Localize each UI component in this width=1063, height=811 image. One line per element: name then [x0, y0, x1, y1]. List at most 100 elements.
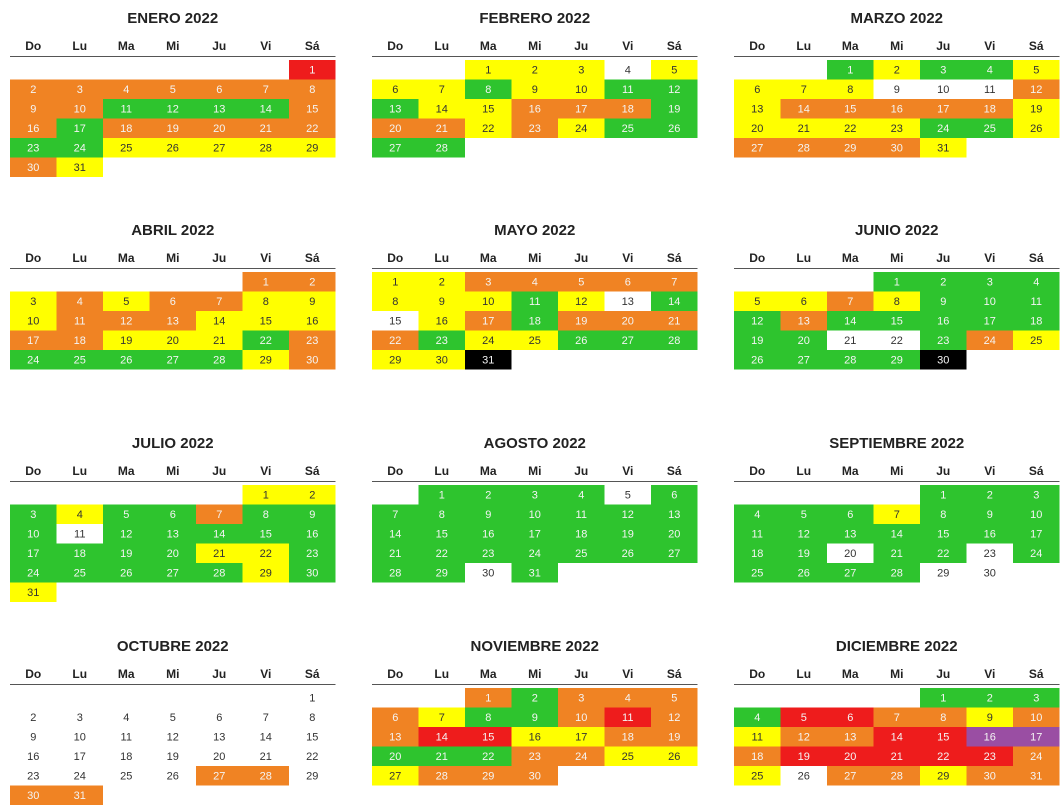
day-cell	[196, 727, 243, 747]
day-cell	[196, 79, 243, 99]
weekday-header: Mi	[166, 251, 179, 265]
weekday-header: Vi	[622, 667, 633, 681]
day-number: 5	[170, 84, 176, 96]
day-number: 2	[439, 277, 445, 289]
day-cell	[10, 746, 57, 766]
day-cell	[558, 118, 605, 138]
day-cell	[103, 746, 150, 766]
day-cell	[780, 330, 827, 350]
day-number: 29	[306, 143, 318, 155]
day-cell	[1013, 291, 1060, 311]
month-title: DICIEMBRE 2022	[836, 638, 958, 655]
day-number: 7	[671, 277, 677, 289]
day-number: 5	[671, 65, 677, 77]
day-cell	[10, 79, 57, 99]
day-cell	[558, 746, 605, 766]
day-cell	[651, 524, 698, 544]
day-number: 14	[389, 529, 401, 541]
day-number: 13	[167, 316, 179, 328]
day-cell	[1013, 79, 1060, 99]
day-cell	[372, 330, 419, 350]
day-number: 23	[891, 123, 903, 135]
weekday-header: Mi	[528, 667, 541, 681]
day-number: 26	[798, 568, 810, 580]
day-cell	[242, 563, 289, 583]
day-number: 12	[120, 316, 132, 328]
day-cell	[149, 707, 196, 727]
day-cell	[56, 138, 103, 158]
day-cell	[827, 707, 874, 727]
day-cell	[418, 746, 465, 766]
day-number: 31	[74, 162, 86, 174]
day-cell	[289, 272, 336, 292]
weekday-header: Do	[387, 667, 403, 681]
day-cell	[242, 138, 289, 158]
day-cell	[149, 330, 196, 350]
day-cell	[920, 79, 967, 99]
day-number: 9	[309, 509, 315, 521]
day-number: 3	[30, 509, 36, 521]
day-number: 6	[671, 490, 677, 502]
day-number: 11	[752, 732, 763, 744]
day-cell	[289, 330, 336, 350]
day-cell	[242, 727, 289, 747]
day-number: 1	[485, 693, 491, 705]
day-cell	[511, 524, 558, 544]
day-number: 21	[798, 123, 810, 135]
day-number: 25	[751, 771, 763, 783]
weekday-header: Do	[25, 464, 41, 478]
day-cell	[920, 118, 967, 138]
day-number: 18	[529, 316, 541, 328]
day-number: 10	[27, 529, 39, 541]
day-cell	[10, 157, 57, 177]
day-number: 4	[987, 65, 993, 77]
day-number: 2	[30, 84, 36, 96]
day-cell	[873, 311, 920, 331]
day-cell	[966, 766, 1013, 786]
day-number: 22	[260, 548, 272, 560]
day-number: 29	[260, 355, 272, 367]
day-cell	[242, 272, 289, 292]
weekday-header: Vi	[260, 464, 271, 478]
day-number: 3	[532, 490, 538, 502]
day-cell	[511, 766, 558, 786]
day-cell	[465, 350, 512, 370]
day-cell	[418, 504, 465, 524]
day-cell	[103, 543, 150, 563]
day-cell	[920, 543, 967, 563]
day-number: 27	[213, 771, 225, 783]
day-cell	[149, 79, 196, 99]
day-number: 9	[532, 84, 538, 96]
day-number: 23	[482, 548, 494, 560]
day-number: 13	[668, 509, 680, 521]
day-cell	[242, 766, 289, 786]
weekday-header: Lu	[72, 464, 87, 478]
weekday-header: Do	[749, 39, 765, 53]
day-number: 8	[940, 509, 946, 521]
weekday-header: Sá	[1029, 251, 1044, 265]
day-cell	[149, 524, 196, 544]
day-cell	[465, 746, 512, 766]
day-cell	[289, 118, 336, 138]
day-cell	[103, 707, 150, 727]
weekday-header: Mi	[528, 251, 541, 265]
day-number: 24	[575, 751, 587, 763]
day-cell	[873, 99, 920, 119]
day-number: 28	[436, 771, 448, 783]
day-number: 9	[940, 296, 946, 308]
day-cell	[10, 785, 57, 805]
day-number: 19	[1030, 104, 1042, 116]
day-number: 3	[1033, 693, 1039, 705]
weekday-header: Sá	[305, 667, 320, 681]
day-cell	[651, 99, 698, 119]
day-cell	[558, 707, 605, 727]
weekday-header: Ju	[574, 667, 588, 681]
day-cell	[604, 60, 651, 80]
day-cell	[196, 746, 243, 766]
day-cell	[734, 504, 781, 524]
weekday-header: Sá	[305, 39, 320, 53]
day-cell	[196, 766, 243, 786]
day-cell	[1013, 543, 1060, 563]
day-number: 25	[120, 771, 132, 783]
day-cell	[418, 707, 465, 727]
